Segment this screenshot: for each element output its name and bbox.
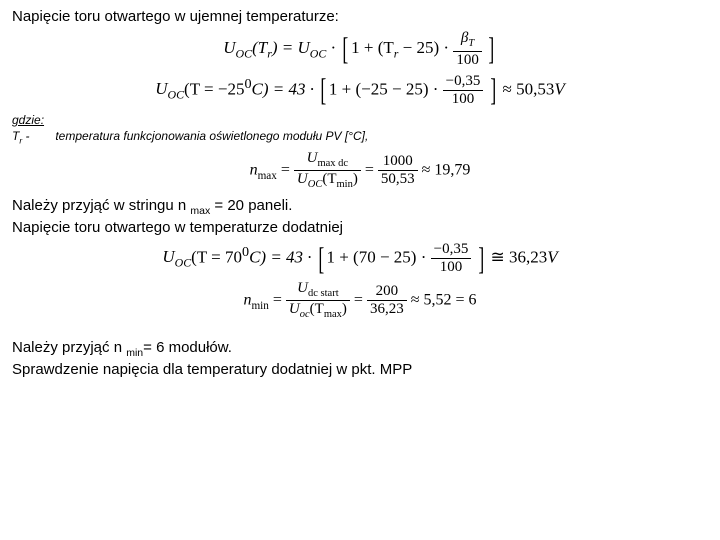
heading-open-circuit-neg-temp: Napięcie toru otwartego w ujemnej temper… bbox=[12, 8, 708, 25]
where-tr-desc: Tr - temperatura funkcjonowania oświetlo… bbox=[12, 129, 708, 145]
text-nmin-modules: Należy przyjąć n min= 6 modułów. bbox=[12, 339, 708, 359]
formula-uoc-70: UOC(T = 700C) = 43 · [1 + (70 − 25) · −0… bbox=[12, 242, 708, 275]
formula-uoc-neg25: UOC(T = −250C) = 43 · [1 + (−25 − 25) · … bbox=[12, 74, 708, 107]
where-label: gdzie: bbox=[12, 113, 708, 127]
formula-nmax: nmax = Umax dcUOC(Tmin) = 100050,53 ≈ 19… bbox=[12, 151, 708, 191]
formula-nmin: nmin = Udc startUoc(Tmax) = 20036,23 ≈ 5… bbox=[12, 281, 708, 321]
text-mpp-check: Sprawdzenie napięcia dla temperatury dod… bbox=[12, 361, 708, 378]
formula-uoc-general: UOC(Tr) = UOC · [1 + (Tr − 25) · βT100 ] bbox=[12, 31, 708, 68]
heading-open-circuit-pos-temp: Napięcie toru otwartego w temperaturze d… bbox=[12, 219, 708, 236]
text-nmax-panels: Należy przyjąć w stringu n max = 20 pane… bbox=[12, 197, 708, 217]
